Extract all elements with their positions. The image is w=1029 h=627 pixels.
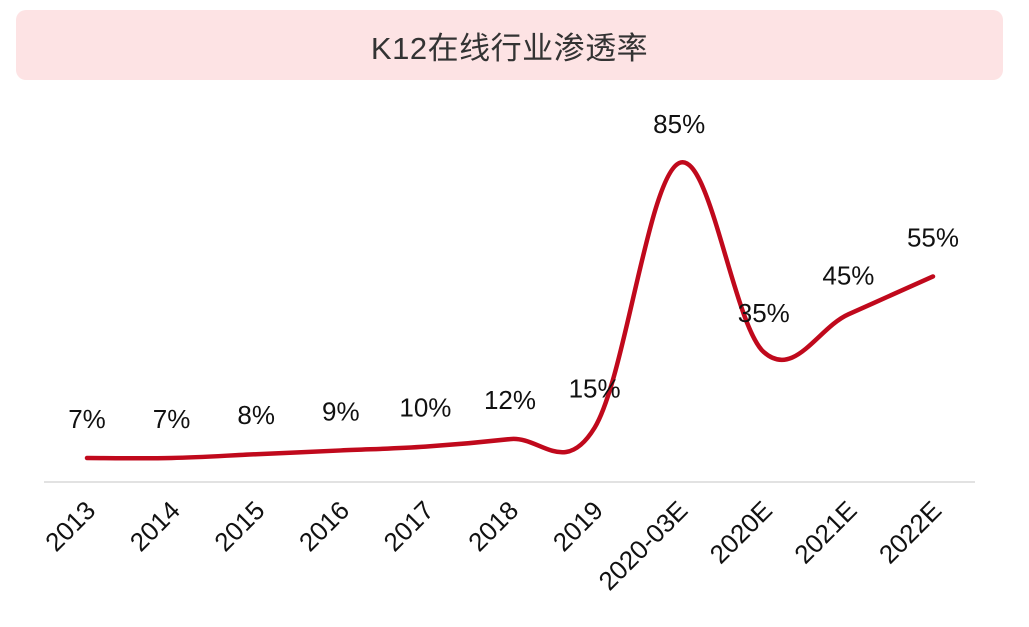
x-tick-2019: 2019 bbox=[547, 495, 609, 557]
series-line-penetration-rate bbox=[84, 160, 936, 461]
data-label-2020E: 35% bbox=[738, 298, 790, 328]
x-tick-2015: 2015 bbox=[208, 495, 270, 557]
x-tick-2014: 2014 bbox=[124, 495, 186, 557]
x-tick-2016: 2016 bbox=[293, 495, 355, 557]
x-tick-2013: 2013 bbox=[39, 495, 101, 557]
data-label-2015: 8% bbox=[237, 400, 275, 430]
data-label-2016: 9% bbox=[322, 396, 360, 426]
x-tick-2022E: 2022E bbox=[873, 495, 947, 569]
data-label-2013: 7% bbox=[68, 404, 106, 434]
data-label-2018: 12% bbox=[484, 385, 536, 415]
x-tick-2020-03E: 2020-03E bbox=[592, 495, 693, 596]
data-label-2017: 10% bbox=[399, 393, 451, 423]
data-label-2014: 7% bbox=[153, 404, 191, 434]
x-tick-2018: 2018 bbox=[462, 495, 524, 557]
x-tick-2021E: 2021E bbox=[788, 495, 862, 569]
chart-title-banner: K12在线行业渗透率 bbox=[16, 10, 1003, 80]
x-tick-2017: 2017 bbox=[378, 495, 440, 557]
data-label-2022E: 55% bbox=[907, 222, 959, 252]
data-label-2020-03E: 85% bbox=[653, 109, 705, 139]
data-label-2021E: 45% bbox=[822, 260, 874, 290]
chart-title: K12在线行业渗透率 bbox=[370, 30, 649, 66]
data-labels: 7% 7% 8% 9% 10% 12% 15% 85% 35% 45% 55% bbox=[68, 109, 959, 434]
x-tick-2020E: 2020E bbox=[704, 495, 778, 569]
data-label-2019: 15% bbox=[569, 374, 621, 404]
